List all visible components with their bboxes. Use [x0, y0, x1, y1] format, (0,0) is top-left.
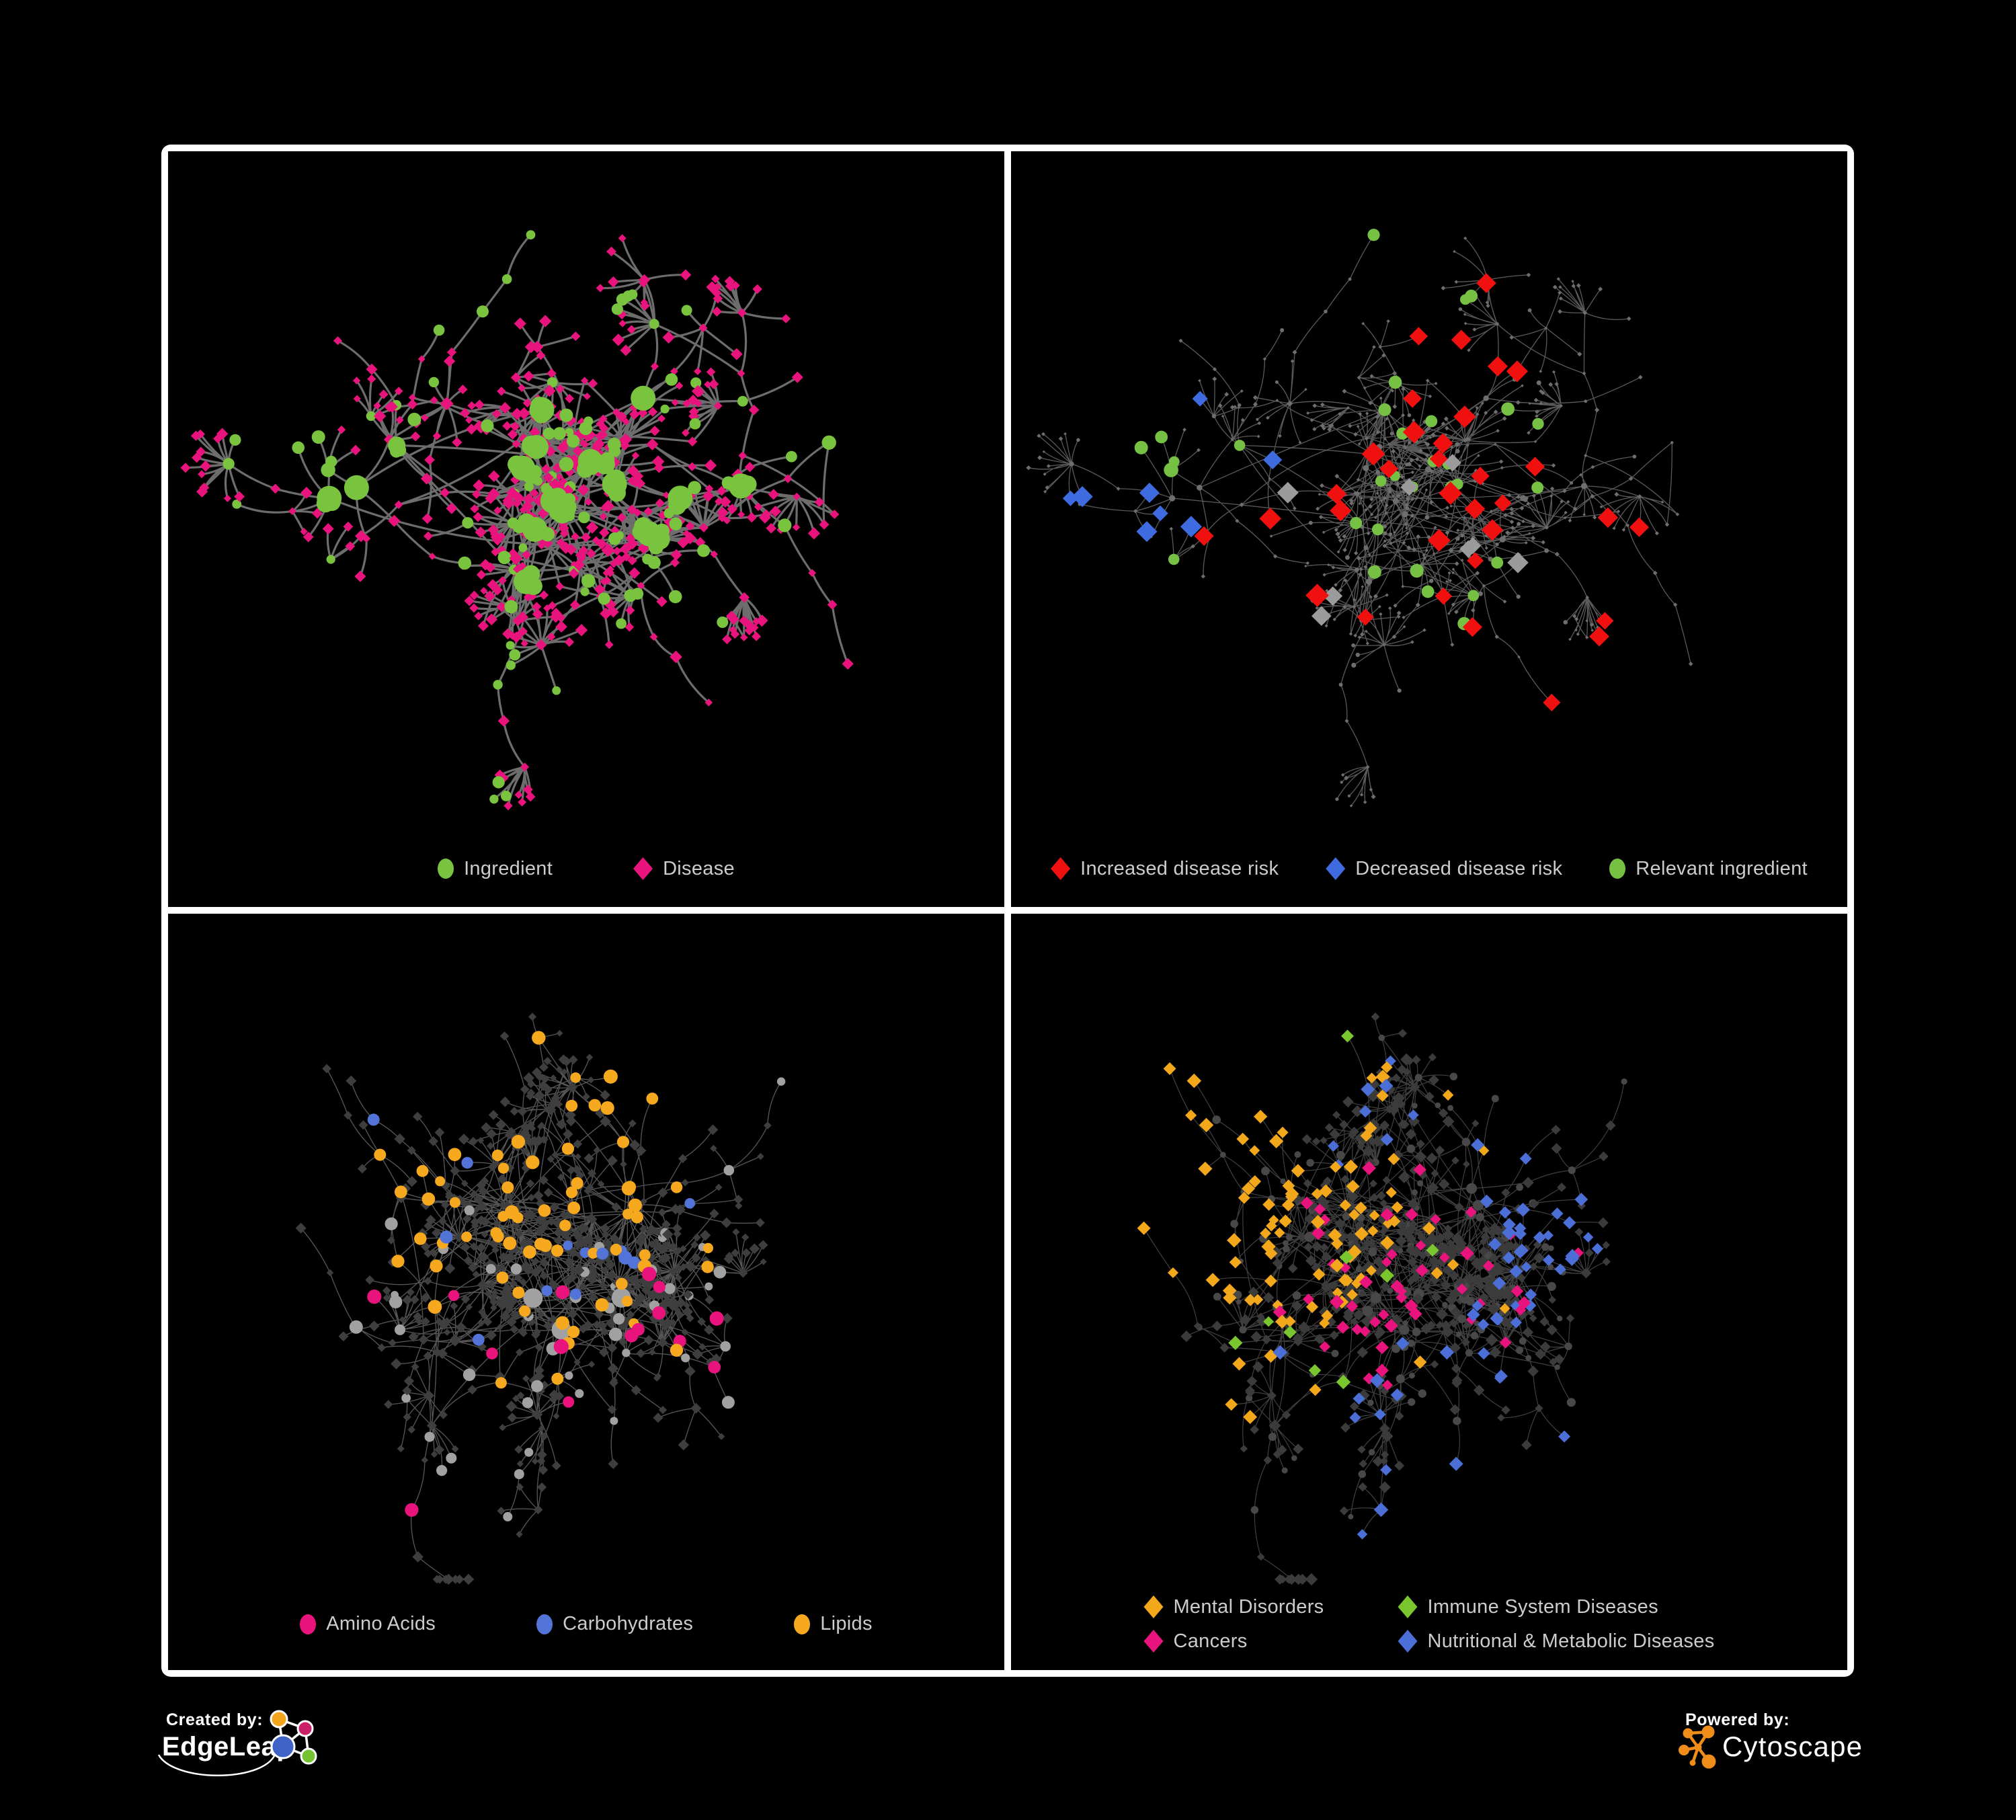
- mental-disorders-diamond-icon: [1143, 1595, 1164, 1618]
- legend-item-decreased-risk: Decreased disease risk: [1326, 857, 1562, 880]
- legend-label-amino-acids: Amino Acids: [326, 1613, 436, 1634]
- cancers-diamond-icon: [1143, 1630, 1164, 1653]
- legend-label-increased-risk: Increased disease risk: [1080, 857, 1279, 879]
- legend-label-immune-diseases: Immune System Diseases: [1427, 1595, 1658, 1618]
- legend-item-ingredient: Ingredient: [438, 858, 553, 880]
- legend-item-disease: Disease: [633, 857, 735, 880]
- legend-item-mental-disorders: Mental Disorders: [1143, 1595, 1324, 1618]
- ingredient-circle-icon: [438, 859, 454, 879]
- amino-acids-circle-icon: [300, 1614, 317, 1634]
- legend-item-relevant-ingredient: Relevant ingredient: [1609, 858, 1808, 880]
- legend-label-disease: Disease: [663, 857, 735, 879]
- panel-disease-classes: Mental Disorders Immune System Diseases …: [1011, 914, 1847, 1670]
- network-ingredient-classes: [295, 1013, 786, 1585]
- powered-by-label: Powered by:: [1685, 1710, 1790, 1729]
- cytoscape-logo-icon: [1679, 1725, 1716, 1769]
- legend-label-relevant-ingredient: Relevant ingredient: [1636, 857, 1808, 879]
- legend-disease-risk: Increased disease risk Decreased disease…: [1011, 857, 1847, 880]
- panel-disease-risk: Increased disease risk Decreased disease…: [1011, 151, 1847, 907]
- legend-ingredient-classes: Amino Acids Carbohydrates Lipids: [168, 1613, 1004, 1635]
- legend-item-carbohydrates: Carbohydrates: [536, 1613, 693, 1635]
- legend-label-mental-disorders: Mental Disorders: [1173, 1595, 1324, 1618]
- legend-label-carbohydrates: Carbohydrates: [563, 1613, 694, 1634]
- panel-ingredient-disease: Ingredient Disease: [168, 151, 1004, 907]
- decreased-risk-diamond-icon: [1326, 857, 1346, 880]
- panels-grid: Ingredient Disease Increased disease ris…: [161, 145, 1854, 1677]
- created-by-label: Created by:: [166, 1710, 264, 1729]
- nutritional-metabolic-diamond-icon: [1398, 1630, 1418, 1653]
- legend-disease-classes: Mental Disorders Immune System Diseases …: [1143, 1595, 1714, 1653]
- legend-label-decreased-risk: Decreased disease risk: [1355, 857, 1563, 879]
- network-ingredient-disease: [180, 230, 854, 811]
- legend-label-ingredient: Ingredient: [464, 857, 553, 879]
- edgeleap-logo-icon: [157, 1710, 317, 1776]
- legend-label-lipids: Lipids: [820, 1613, 873, 1634]
- cytoscape-brand-text: Cytoscape: [1722, 1731, 1863, 1762]
- legend-label-cancers: Cancers: [1173, 1630, 1248, 1652]
- panel-ingredient-classes: Amino Acids Carbohydrates Lipids: [168, 914, 1004, 1670]
- network-disease-classes: [1137, 1013, 1627, 1586]
- legend-item-cancers: Cancers: [1143, 1630, 1247, 1653]
- legend-item-lipids: Lipids: [794, 1613, 873, 1635]
- legend-item-increased-risk: Increased disease risk: [1051, 857, 1279, 880]
- legend-item-nutritional-metabolic: Nutritional & Metabolic Diseases: [1398, 1630, 1714, 1653]
- legend-ingredient-disease: Ingredient Disease: [168, 857, 1004, 880]
- increased-risk-diamond-icon: [1051, 857, 1071, 880]
- network-disease-risk: [1026, 229, 1693, 807]
- legend-item-immune-diseases: Immune System Diseases: [1398, 1595, 1658, 1618]
- lipids-circle-icon: [794, 1614, 811, 1634]
- relevant-ingredient-circle-icon: [1609, 859, 1626, 879]
- legend-item-amino-acids: Amino Acids: [300, 1613, 436, 1635]
- legend-label-nutritional-metabolic: Nutritional & Metabolic Diseases: [1427, 1630, 1715, 1652]
- carbohydrates-circle-icon: [536, 1614, 553, 1634]
- disease-diamond-icon: [633, 857, 653, 880]
- immune-diseases-diamond-icon: [1398, 1595, 1418, 1618]
